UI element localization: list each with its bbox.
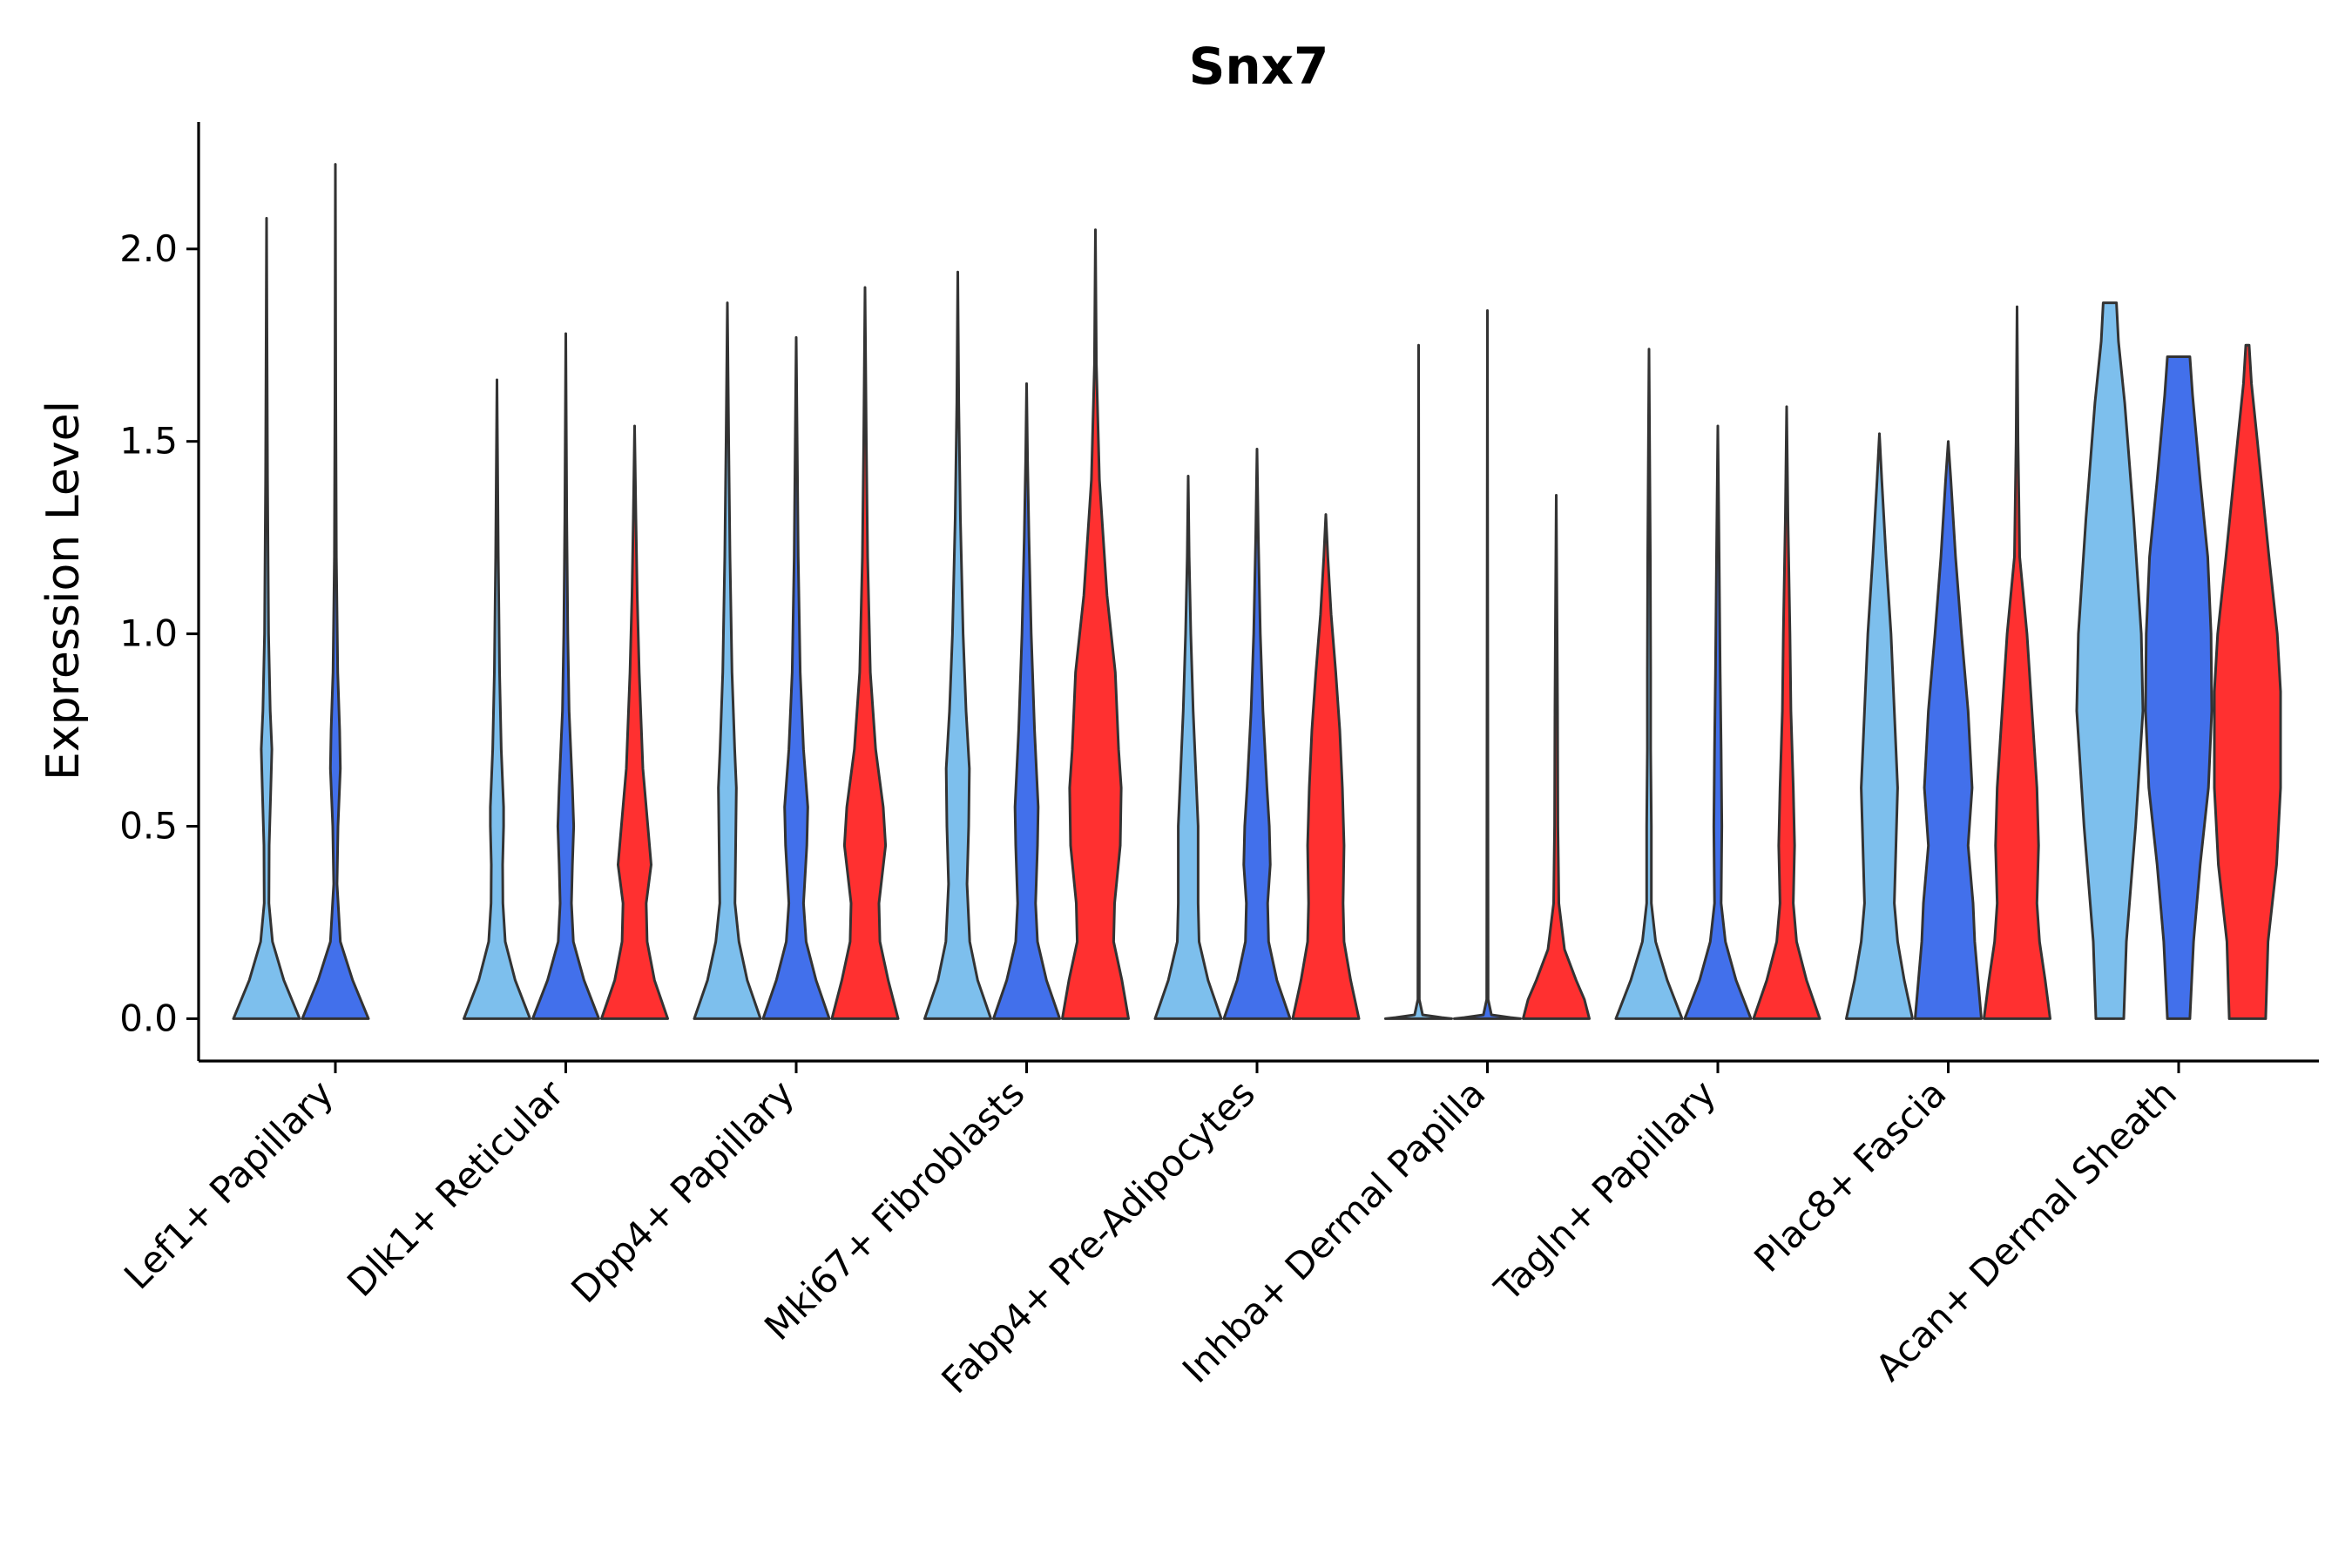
violin-dlk1-reticular-3 [600, 424, 669, 1020]
violin-dpp4-papillary-2 [761, 335, 831, 1020]
x-tick-label: Dlk1+ Reticular [339, 1071, 572, 1305]
violin-plac8-fascia-3 [1983, 305, 2051, 1020]
violin-mki67-fibroblasts-3 [1061, 228, 1130, 1020]
y-tick-label: 1.0 [119, 612, 178, 655]
x-tick-label: Plac8+ Fascia [1746, 1071, 1954, 1280]
violin-lef1-papillary-2 [301, 163, 370, 1020]
violin-dlk1-reticular-2 [531, 332, 600, 1020]
x-tick-label: Dpp4+ Papillary [563, 1071, 802, 1311]
violin-mki67-fibroblasts-2 [992, 382, 1061, 1020]
violin-dpp4-papillary-1 [693, 301, 762, 1020]
violin-fabp4-pre-adipocytes-1 [1153, 475, 1223, 1020]
violin-dpp4-papillary-3 [830, 286, 900, 1020]
violin-dlk1-reticular-1 [463, 378, 531, 1020]
chart-title: Snx7 [1189, 37, 1329, 96]
violin-lef1-papillary-1 [232, 217, 301, 1020]
violin-acan-dermal-sheath-1 [2075, 301, 2145, 1020]
x-tick-label: Mki67+ Fibroblasts [756, 1071, 1032, 1348]
violin-tagln-papillary-2 [1683, 424, 1753, 1020]
violin-acan-dermal-sheath-2 [2144, 355, 2213, 1020]
violin-inhba-dermal-papilla-2 [1453, 309, 1522, 1020]
violin-inhba-dermal-papilla-3 [1522, 494, 1591, 1020]
y-axis-label: Expression Level [37, 401, 90, 781]
violin-inhba-dermal-papilla-1 [1384, 343, 1453, 1020]
violin-fabp4-pre-adipocytes-2 [1222, 448, 1292, 1020]
violin-tagln-papillary-3 [1752, 405, 1821, 1020]
x-tick-label: Tagln+ Papillary [1486, 1071, 1724, 1309]
violin-mki67-fibroblasts-1 [923, 270, 992, 1020]
y-tick-label: 2.0 [119, 227, 178, 270]
y-tick-label: 0.5 [119, 805, 178, 848]
violin-acan-dermal-sheath-3 [2213, 343, 2282, 1020]
y-tick-label: 1.5 [119, 420, 178, 463]
violin-plac8-fascia-1 [1845, 432, 1914, 1020]
x-tick-label: Lef1+ Papillary [116, 1071, 341, 1297]
y-tick-label: 0.0 [119, 997, 178, 1039]
violin-plac8-fascia-2 [1914, 440, 1983, 1020]
violin-fabp4-pre-adipocytes-3 [1291, 513, 1361, 1020]
violin-tagln-papillary-1 [1614, 348, 1684, 1020]
